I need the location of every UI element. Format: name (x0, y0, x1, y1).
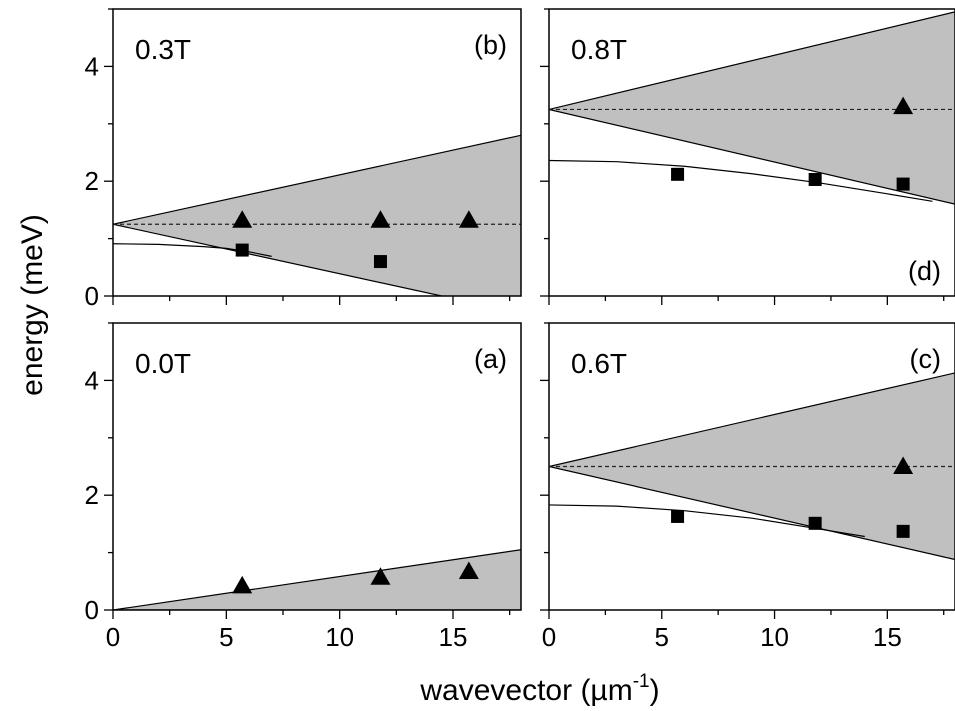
panel-frame (548, 8, 955, 297)
x-tick-label: 0 (542, 622, 556, 652)
plot-area (549, 372, 955, 561)
plot-area (113, 549, 521, 610)
cone-lower-edge (549, 108, 955, 205)
square-marker (671, 509, 685, 523)
field-label: 0.0T (135, 348, 191, 379)
x-tick-label: 0 (106, 622, 120, 652)
triangle-marker (232, 575, 253, 594)
x-tick-label: 5 (219, 622, 233, 652)
y-tick-label: 2 (85, 166, 99, 196)
triangle-marker (893, 456, 914, 474)
square-marker (373, 255, 387, 269)
triangle-marker (458, 210, 479, 228)
panel-a: 0 2 4 0 5 10 15 0.0T (a) (85, 322, 522, 652)
panel-frame (112, 322, 522, 611)
cone-upper-edge (113, 549, 521, 610)
square-marker (808, 516, 822, 530)
panel-b: 0 2 4 0.3T (b) (85, 8, 522, 311)
dispersion-curve (549, 504, 865, 538)
dispersion-curve (113, 243, 272, 257)
cone-lower-edge (113, 223, 442, 296)
triangle-marker (370, 567, 391, 585)
y-tick-label: 4 (85, 51, 99, 81)
x-tick-label: 10 (760, 622, 789, 652)
y-tick-label: 0 (85, 281, 99, 311)
panel-label: (a) (474, 344, 507, 374)
square-marker (671, 167, 685, 181)
panel-label: (c) (910, 344, 941, 374)
panel-label: (b) (474, 30, 507, 60)
y-tick-label: 2 (85, 480, 99, 510)
cone-upper-edge (113, 134, 521, 225)
plot-area (549, 11, 955, 205)
square-marker (896, 177, 910, 191)
cone-upper-edge (549, 11, 955, 111)
dispersion-curve (549, 159, 933, 202)
y-tick-label: 4 (85, 365, 99, 395)
panel-c: 0 5 10 15 0.6T (c) (540, 322, 955, 652)
y-tick-label: 0 (85, 595, 99, 625)
y-axis-title: energy (meV) (16, 214, 49, 396)
field-label: 0.6T (571, 348, 627, 379)
x-tick-label: 5 (655, 622, 669, 652)
panel-frame (548, 322, 955, 611)
square-marker (808, 172, 822, 186)
triangle-marker (458, 561, 479, 580)
triangle-marker (893, 96, 914, 115)
field-label: 0.3T (135, 34, 191, 65)
field-label: 0.8T (571, 34, 627, 65)
plot-area (113, 134, 521, 296)
triangle-marker (232, 210, 253, 228)
panel-label: (d) (908, 256, 941, 286)
x-axis-title-main: wavevector (µm (419, 674, 632, 707)
triangle-marker (370, 210, 391, 228)
shaded-cone (549, 11, 955, 205)
x-tick-label: 15 (439, 622, 468, 652)
x-tick-label: 15 (873, 622, 902, 652)
cone-upper-edge (549, 372, 955, 468)
x-axis-title: wavevector (µm-1) (419, 671, 659, 707)
x-axis-title-close: ) (650, 674, 660, 707)
panel-d: 0.8T (d) (540, 8, 955, 305)
shaded-cone (113, 135, 521, 296)
cone-lower-edge (549, 465, 955, 561)
square-marker (235, 243, 249, 257)
x-axis-title-superscript: -1 (633, 671, 650, 692)
panel-frame (112, 8, 522, 297)
x-tick-label: 10 (325, 622, 354, 652)
square-marker (896, 524, 910, 538)
